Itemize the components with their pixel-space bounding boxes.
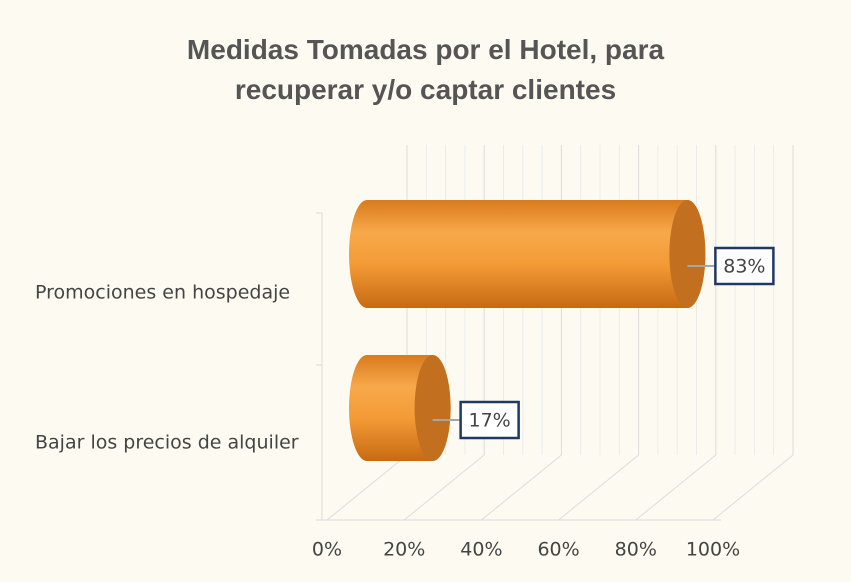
- x-tick-label: 80%: [615, 539, 657, 561]
- x-tick-label: 60%: [537, 539, 579, 561]
- data-label: 17%: [469, 410, 511, 432]
- title-box: Medidas Tomadas por el Hotel, para recup…: [0, 30, 851, 110]
- grid-line: [403, 454, 485, 521]
- data-label: 83%: [723, 256, 765, 278]
- bar-end: [414, 355, 451, 461]
- grid-line: [481, 454, 562, 521]
- grid-line: [558, 454, 639, 521]
- label-box: [459, 400, 520, 440]
- bar-end: [669, 200, 706, 308]
- category-label: Bajar los precios de alquiler: [35, 432, 299, 454]
- category-label: Promociones en hospedaje: [35, 282, 290, 304]
- label-box: [714, 246, 775, 286]
- grid-line: [712, 454, 794, 521]
- chart-title: Medidas Tomadas por el Hotel, para recup…: [186, 34, 665, 105]
- x-tick-label: 20%: [383, 539, 425, 561]
- grid-line: [635, 454, 717, 521]
- x-tick-label: 100%: [686, 539, 740, 561]
- grid-line: [326, 454, 408, 521]
- x-tick-label: 0%: [312, 539, 342, 561]
- bar: [349, 200, 706, 308]
- x-tick-label: 40%: [460, 539, 502, 561]
